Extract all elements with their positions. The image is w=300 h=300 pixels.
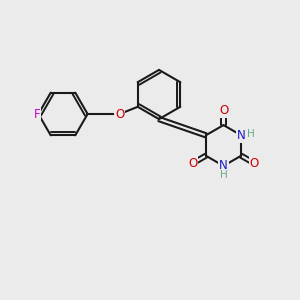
Text: O: O xyxy=(115,107,124,121)
Text: O: O xyxy=(219,103,228,117)
Text: H: H xyxy=(220,170,227,181)
Text: N: N xyxy=(237,129,245,142)
Text: H: H xyxy=(247,129,255,139)
Text: N: N xyxy=(219,159,228,172)
Text: O: O xyxy=(250,157,259,170)
Text: O: O xyxy=(188,157,197,170)
Text: F: F xyxy=(34,107,40,121)
